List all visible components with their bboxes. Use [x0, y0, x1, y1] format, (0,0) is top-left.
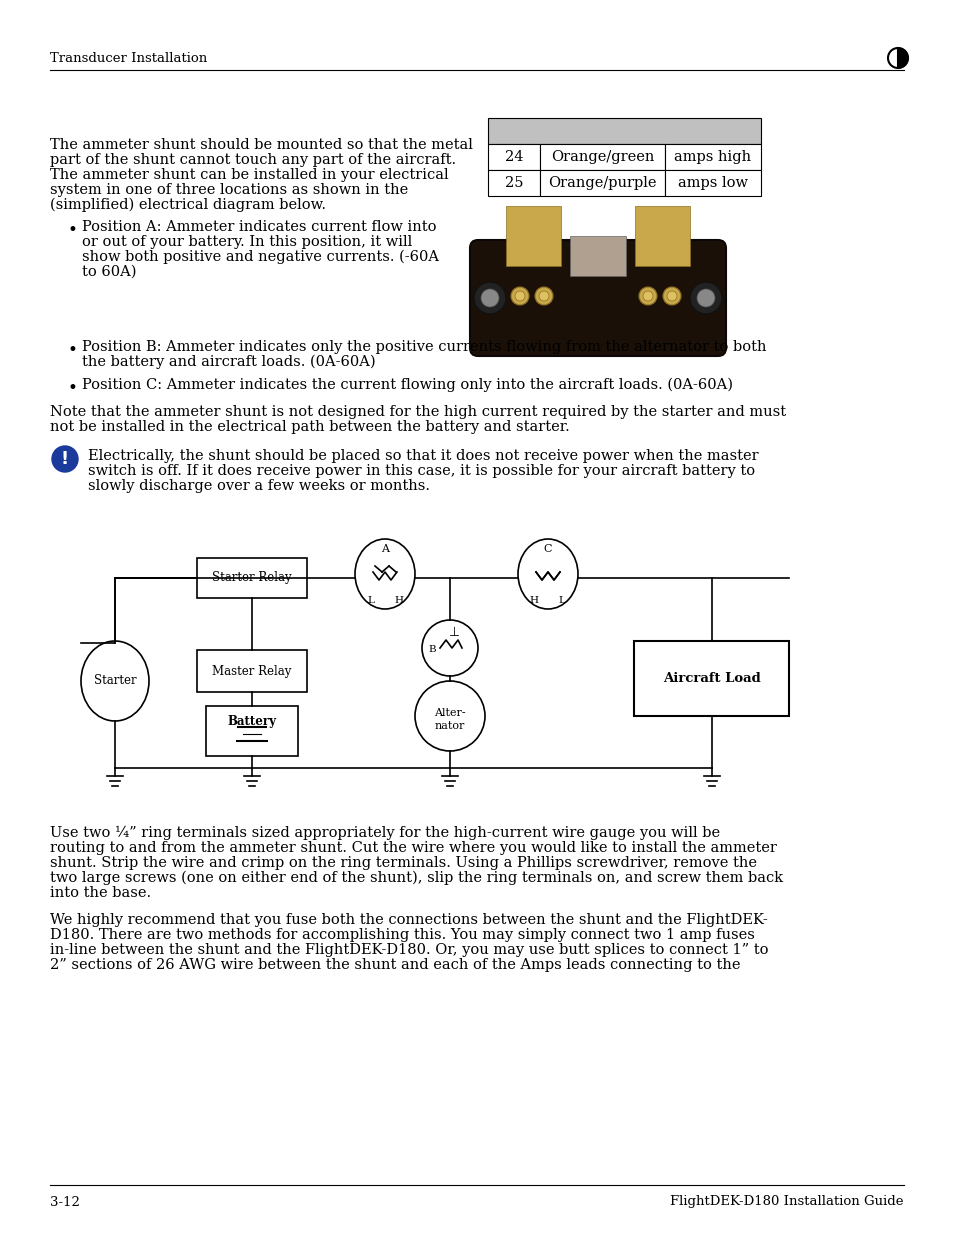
Text: into the base.: into the base.	[50, 885, 151, 900]
Text: Orange/purple: Orange/purple	[548, 177, 656, 190]
Text: 2” sections of 26 AWG wire between the shunt and each of the Amps leads connecti: 2” sections of 26 AWG wire between the s…	[50, 958, 740, 972]
Text: amps low: amps low	[678, 177, 747, 190]
Circle shape	[535, 287, 553, 305]
Circle shape	[538, 291, 548, 301]
Text: Position A: Ammeter indicates current flow into: Position A: Ammeter indicates current fl…	[82, 220, 436, 233]
Text: amps high: amps high	[674, 149, 751, 164]
Text: The ammeter shunt can be installed in your electrical: The ammeter shunt can be installed in yo…	[50, 168, 448, 182]
Text: Position B: Ammeter indicates only the positive currents flowing from the altern: Position B: Ammeter indicates only the p…	[82, 340, 765, 354]
Text: Orange/green: Orange/green	[550, 149, 654, 164]
Bar	[196, 558, 307, 598]
Bar	[196, 650, 307, 692]
Text: to 60A): to 60A)	[82, 266, 136, 279]
Text: FlightDEK-D180 Installation Guide: FlightDEK-D180 Installation Guide	[670, 1195, 903, 1209]
Text: H: H	[395, 597, 403, 605]
Text: (simplified) electrical diagram below.: (simplified) electrical diagram below.	[50, 198, 326, 212]
Text: Aircraft Load: Aircraft Load	[662, 672, 760, 684]
Text: shunt. Strip the wire and crimp on the ring terminals. Using a Phillips screwdri: shunt. Strip the wire and crimp on the r…	[50, 856, 757, 869]
Text: D180. There are two methods for accomplishing this. You may simply connect two 1: D180. There are two methods for accompli…	[50, 927, 754, 942]
Circle shape	[662, 287, 680, 305]
Ellipse shape	[81, 641, 149, 721]
Text: L: L	[558, 597, 565, 605]
Text: Use two ¼” ring terminals sized appropriately for the high-current wire gauge yo: Use two ¼” ring terminals sized appropri…	[50, 826, 720, 840]
Text: in-line between the shunt and the FlightDEK-D180. Or, you may use butt splices t: in-line between the shunt and the Flight…	[50, 944, 768, 957]
Text: not be installed in the electrical path between the battery and starter.: not be installed in the electrical path …	[50, 420, 569, 433]
FancyBboxPatch shape	[470, 240, 725, 356]
Circle shape	[515, 291, 524, 301]
Text: 25: 25	[504, 177, 522, 190]
Text: switch is off. If it does receive power in this case, it is possible for your ai: switch is off. If it does receive power …	[88, 464, 755, 478]
Bar	[488, 170, 539, 196]
Text: 24: 24	[504, 149, 522, 164]
Bar	[569, 236, 625, 275]
Text: nator: nator	[435, 721, 465, 731]
Bar	[635, 206, 689, 266]
Text: Position C: Ammeter indicates the current flowing only into the aircraft loads. : Position C: Ammeter indicates the curren…	[82, 378, 732, 393]
Circle shape	[666, 291, 677, 301]
Circle shape	[639, 287, 657, 305]
Text: or out of your battery. In this position, it will: or out of your battery. In this position…	[82, 235, 412, 249]
Circle shape	[480, 289, 498, 308]
Text: the battery and aircraft loads. (0A-60A): the battery and aircraft loads. (0A-60A)	[82, 354, 375, 369]
Circle shape	[52, 446, 78, 472]
Text: Note that the ammeter shunt is not designed for the high current required by the: Note that the ammeter shunt is not desig…	[50, 405, 785, 419]
Text: Starter Relay: Starter Relay	[212, 572, 292, 584]
Circle shape	[642, 291, 652, 301]
Circle shape	[474, 282, 505, 314]
Text: Battery: Battery	[227, 715, 276, 727]
Text: system in one of three locations as shown in the: system in one of three locations as show…	[50, 183, 408, 198]
Bar	[488, 119, 760, 144]
Circle shape	[887, 48, 907, 68]
Bar	[539, 144, 664, 170]
Bar	[488, 144, 539, 170]
Circle shape	[415, 680, 484, 751]
Ellipse shape	[355, 538, 415, 609]
Text: show both positive and negative currents. (-60A: show both positive and negative currents…	[82, 249, 438, 264]
Text: 3-12: 3-12	[50, 1195, 80, 1209]
Bar	[206, 706, 297, 756]
Text: The ammeter shunt should be mounted so that the metal: The ammeter shunt should be mounted so t…	[50, 138, 473, 152]
Bar	[664, 170, 760, 196]
Text: •: •	[68, 222, 78, 240]
Text: Transducer Installation: Transducer Installation	[50, 52, 207, 64]
Circle shape	[697, 289, 714, 308]
Bar	[664, 144, 760, 170]
Text: Starter: Starter	[93, 674, 136, 688]
Text: routing to and from the ammeter shunt. Cut the wire where you would like to inst: routing to and from the ammeter shunt. C…	[50, 841, 776, 855]
Bar	[634, 641, 789, 715]
Circle shape	[421, 620, 477, 676]
Text: Alter-: Alter-	[434, 708, 465, 718]
Text: B: B	[428, 646, 436, 655]
Text: A: A	[380, 543, 389, 555]
Text: part of the shunt cannot touch any part of the aircraft.: part of the shunt cannot touch any part …	[50, 153, 456, 167]
Text: •: •	[68, 380, 78, 396]
Text: We highly recommend that you fuse both the connections between the shunt and the: We highly recommend that you fuse both t…	[50, 913, 767, 927]
Bar	[505, 206, 560, 266]
Text: •: •	[68, 342, 78, 359]
Ellipse shape	[517, 538, 578, 609]
Text: Master Relay: Master Relay	[213, 664, 292, 678]
Text: Electrically, the shunt should be placed so that it does not receive power when : Electrically, the shunt should be placed…	[88, 450, 758, 463]
Text: !: !	[61, 450, 69, 468]
Circle shape	[689, 282, 721, 314]
Bar	[539, 170, 664, 196]
Text: two large screws (one on either end of the shunt), slip the ring terminals on, a: two large screws (one on either end of t…	[50, 871, 782, 885]
Text: C: C	[543, 543, 552, 555]
Wedge shape	[897, 48, 907, 68]
Circle shape	[511, 287, 529, 305]
Text: L: L	[367, 597, 374, 605]
Text: slowly discharge over a few weeks or months.: slowly discharge over a few weeks or mon…	[88, 479, 430, 493]
Text: H: H	[529, 597, 537, 605]
Text: ⊥: ⊥	[448, 626, 459, 640]
